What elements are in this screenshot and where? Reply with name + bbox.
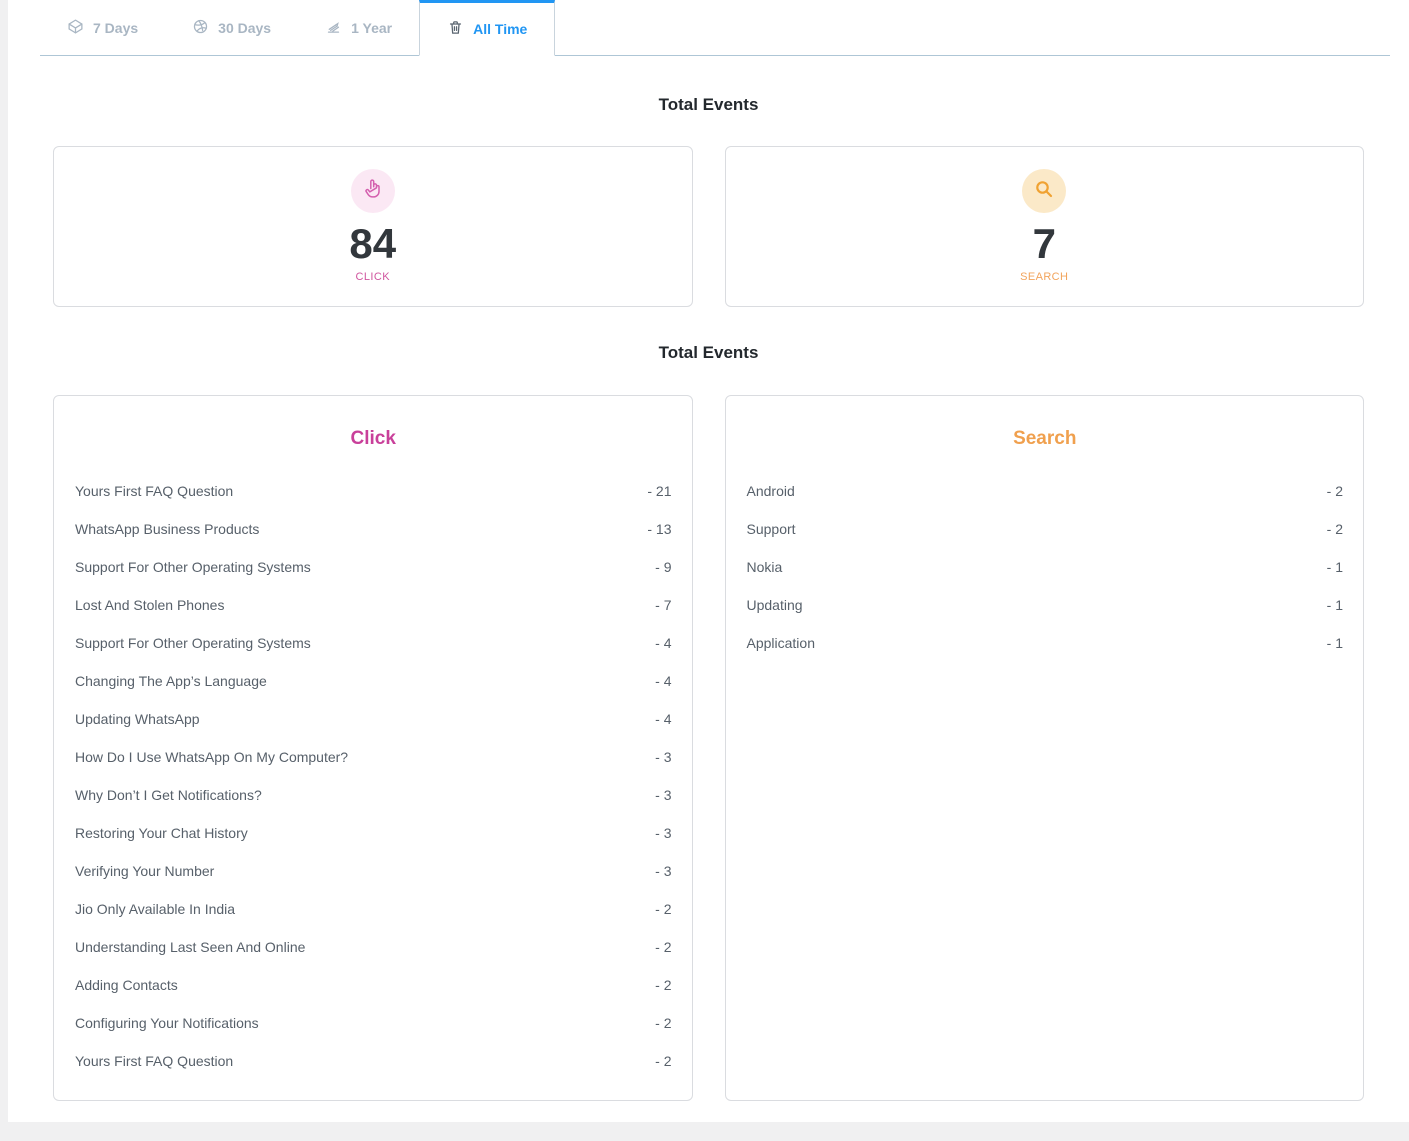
list-item: Support For Other Operating Systems - 4 — [75, 624, 672, 662]
list-item-count: - 2 — [1326, 521, 1343, 537]
list-item-label: Support For Other Operating Systems — [75, 635, 311, 651]
list-item: Configuring Your Notifications - 2 — [75, 1004, 672, 1042]
list-item-count: - 3 — [655, 825, 672, 841]
time-range-tabbar: 7 Days 30 Days — [40, 0, 1390, 56]
tab-1-year[interactable]: 1 Year — [298, 0, 419, 55]
tab-label: 1 Year — [351, 19, 393, 36]
tab-30-days[interactable]: 30 Days — [165, 0, 298, 55]
breakdown-heading: Total Events — [658, 343, 759, 362]
list-item-count: - 3 — [655, 863, 672, 879]
list-item: Application - 1 — [747, 624, 1344, 662]
list-item-count: - 4 — [655, 635, 672, 651]
list-item-count: - 3 — [655, 749, 672, 765]
click-breakdown-card: Click Yours First FAQ Question - 21 WhatsA… — [53, 395, 693, 1101]
search-total-label: SEARCH — [1020, 271, 1069, 284]
list-item-count: - 21 — [647, 483, 672, 499]
list-item: Yours First FAQ Question - 2 — [75, 1042, 672, 1080]
pointer-hand-icon — [361, 177, 385, 206]
list-item: Lost And Stolen Phones - 7 — [75, 586, 672, 624]
list-item-count: - 3 — [655, 787, 672, 803]
list-item: Updating WhatsApp - 4 — [75, 700, 672, 738]
list-item: WhatsApp Business Products - 13 — [75, 510, 672, 548]
trash-icon — [447, 19, 464, 39]
content-area: Total Events 84 CLICK — [8, 95, 1409, 1101]
list-item: Understanding Last Seen And Online - 2 — [75, 928, 672, 966]
search-breakdown-card: Search Android - 2 Support - 2 Nokia - 1 Updat… — [724, 395, 1364, 1101]
tab-label: All Time — [473, 21, 528, 37]
list-item: Support For Other Operating Systems - 9 — [75, 548, 672, 586]
list-item-count: - 13 — [647, 521, 672, 537]
list-item-count: - 2 — [655, 901, 672, 917]
list-item-count: - 2 — [655, 939, 672, 955]
list-item-count: - 2 — [655, 977, 672, 993]
list-item-label: Jio Only Available In India — [75, 901, 236, 917]
list-item-label: Nokia — [746, 559, 783, 575]
list-item-label: Application — [746, 635, 816, 651]
breakdown-cards-row: Click Yours First FAQ Question - 21 WhatsA… — [53, 395, 1364, 1101]
list-item-count: - 4 — [655, 711, 672, 727]
box-icon — [67, 18, 84, 38]
list-item-count: - 2 — [1326, 483, 1343, 499]
totals-cards-row: 84 CLICK 7 SEARCH — [53, 146, 1364, 307]
search-total-card: 7 SEARCH — [724, 146, 1364, 307]
list-item-label: Changing The App’s Language — [75, 673, 267, 689]
click-list-title: Click — [350, 428, 396, 449]
list-item-count: - 1 — [1326, 597, 1343, 613]
list-item-count: - 7 — [655, 597, 672, 613]
search-total-value: 7 — [1032, 220, 1056, 267]
signature-icon — [325, 18, 342, 38]
list-item-label: Adding Contacts — [75, 977, 178, 993]
list-item-label: WhatsApp Business Products — [75, 521, 260, 537]
list-item: Why Don’t I Get Notifications? - 3 — [75, 776, 672, 814]
list-item-count: - 9 — [655, 559, 672, 575]
list-item-count: - 2 — [655, 1053, 672, 1069]
tab-7-days[interactable]: 7 Days — [40, 0, 165, 55]
tab-label: 7 Days — [93, 19, 139, 36]
list-item-count: - 4 — [655, 673, 672, 689]
list-item: Support - 2 — [747, 510, 1344, 548]
click-list: Yours First FAQ Question - 21 WhatsApp Bus… — [75, 472, 672, 1080]
search-list-title: Search — [1013, 428, 1077, 449]
list-item: How Do I Use WhatsApp On My Computer? - 3 — [75, 738, 672, 776]
list-item: Updating - 1 — [747, 586, 1344, 624]
list-item-label: Support — [746, 521, 796, 537]
list-item-label: Updating — [746, 597, 803, 613]
list-item-label: Support For Other Operating Systems — [75, 559, 311, 575]
click-total-card: 84 CLICK — [53, 146, 693, 307]
search-icon — [1032, 177, 1056, 206]
list-item-label: Configuring Your Notifications — [75, 1015, 259, 1031]
list-item-label: Understanding Last Seen And Online — [75, 939, 306, 955]
list-item-label: Lost And Stolen Phones — [75, 597, 225, 613]
click-icon-circle — [350, 169, 395, 213]
list-item: Adding Contacts - 2 — [75, 966, 672, 1004]
list-item-label: Restoring Your Chat History — [75, 825, 248, 841]
list-item-label: Yours First FAQ Question — [75, 483, 234, 499]
totals-heading: Total Events — [658, 95, 759, 114]
list-item-count: - 1 — [1326, 559, 1343, 575]
ball-icon — [192, 18, 209, 38]
list-item-count: - 1 — [1326, 635, 1343, 651]
list-item: Android - 2 — [747, 472, 1344, 510]
list-item: Yours First FAQ Question - 21 — [75, 472, 672, 510]
tab-label: 30 Days — [218, 19, 272, 36]
list-item: Jio Only Available In India - 2 — [75, 890, 672, 928]
list-item-label: Verifying Your Number — [75, 863, 215, 879]
search-icon-circle — [1022, 169, 1067, 213]
list-item: Changing The App’s Language - 4 — [75, 662, 672, 700]
list-item: Nokia - 1 — [747, 548, 1344, 586]
list-item-label: Updating WhatsApp — [75, 711, 200, 727]
list-item-count: - 2 — [655, 1015, 672, 1031]
click-total-label: CLICK — [355, 271, 390, 284]
list-item: Verifying Your Number - 3 — [75, 852, 672, 890]
list-item-label: How Do I Use WhatsApp On My Computer? — [75, 749, 349, 765]
list-item: Restoring Your Chat History - 3 — [75, 814, 672, 852]
list-item-label: Android — [746, 483, 795, 499]
list-item-label: Why Don’t I Get Notifications? — [75, 787, 262, 803]
tab-all-time[interactable]: All Time — [419, 0, 556, 56]
list-item-label: Yours First FAQ Question — [75, 1053, 234, 1069]
main-panel: 7 Days 30 Days — [8, 0, 1409, 1122]
click-total-value: 84 — [349, 220, 397, 267]
